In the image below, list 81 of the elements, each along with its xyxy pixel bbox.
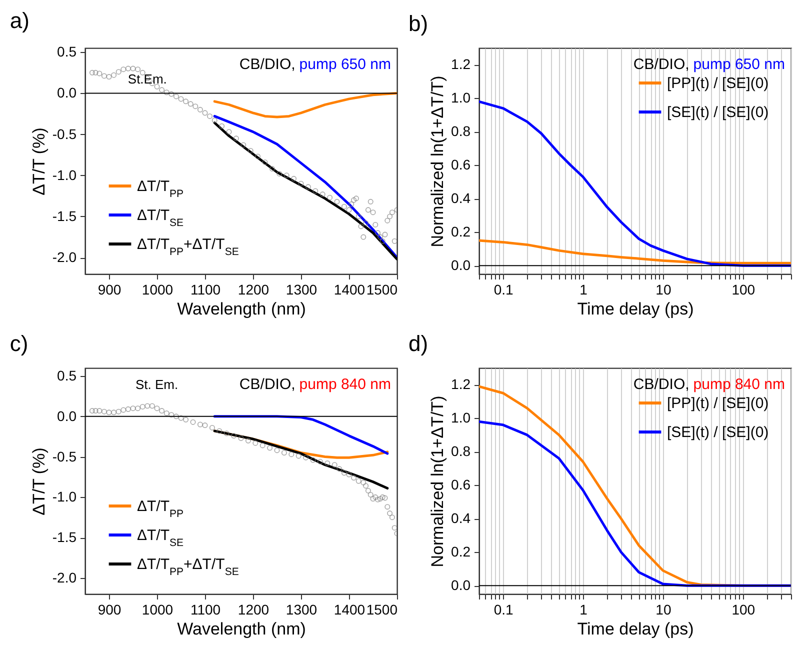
- chart-title: d): [408, 331, 428, 356]
- y-tick-label: 0.2: [451, 544, 471, 560]
- annotation: pump 650 nm: [299, 56, 391, 73]
- legend-label: ΔT/T$_{PP}$+ΔT/T$_{SE}$: [137, 556, 239, 578]
- x-tick-label: 0.1: [494, 282, 514, 298]
- x-axis-title: Wavelength (nm): [177, 620, 306, 638]
- y-tick-label: -0.5: [52, 126, 77, 142]
- x-tick-label: 1200: [238, 602, 270, 618]
- legend-label: [PP](t) / [SE](0): [667, 395, 769, 412]
- y-tick-label: 0.6: [451, 156, 471, 173]
- x-tick-label: 1100: [190, 602, 221, 618]
- annotation: CB/DIO,: [633, 56, 690, 73]
- y-tick-label: 0.4: [451, 190, 471, 206]
- y-tick-label: 1.0: [451, 90, 471, 106]
- x-tick-label: 100: [732, 282, 756, 298]
- annotation: CB/DIO,: [239, 56, 296, 73]
- legend-label: ΔT/T$_{PP}$: [137, 178, 184, 200]
- chart-title: b): [408, 11, 428, 36]
- x-tick-label: 900: [98, 602, 122, 618]
- y-tick-label: -1.0: [52, 488, 77, 505]
- annotation: pump 650 nm: [693, 56, 785, 73]
- x-tick-label: 1300: [286, 602, 318, 618]
- x-tick-label: 1500: [366, 282, 398, 298]
- x-tick-label: 10: [656, 602, 672, 618]
- legend-label: [SE](t) / [SE](0): [667, 424, 769, 441]
- annotation: St. Em.: [135, 376, 178, 392]
- x-tick-label: 1: [580, 602, 588, 618]
- y-tick-label: -2.0: [52, 249, 77, 266]
- legend-label: ΔT/T$_{SE}$: [137, 527, 184, 549]
- x-tick-label: 1000: [142, 282, 174, 298]
- y-tick-label: 0.0: [57, 84, 77, 101]
- y-tick-label: -0.5: [52, 448, 77, 464]
- x-tick-label: 1200: [238, 282, 270, 298]
- y-tick-label: 1.2: [451, 376, 471, 392]
- x-tick-label: 1: [580, 282, 588, 298]
- x-tick-label: 10: [656, 282, 672, 298]
- y-axis-title: Normalized ln(1+ΔT/T): [428, 76, 448, 248]
- legend-label: ΔT/T$_{PP}$+ΔT/T$_{SE}$: [137, 236, 239, 258]
- annotation: St.Em.: [128, 72, 167, 87]
- legend-label: ΔT/T$_{SE}$: [137, 207, 184, 229]
- y-tick-label: -1.5: [52, 529, 77, 545]
- y-axis-title: ΔT/T (%): [29, 448, 48, 516]
- y-tick-label: 0.5: [57, 368, 77, 384]
- y-tick-label: 0.0: [57, 408, 77, 424]
- y-tick-label: 0.5: [57, 44, 77, 60]
- legend-label: ΔT/T$_{PP}$: [137, 498, 184, 520]
- y-tick-label: 0.8: [451, 443, 471, 460]
- x-tick-label: 1300: [286, 282, 318, 298]
- y-tick-label: 0.4: [451, 510, 471, 526]
- legend-label: [PP](t) / [SE](0): [667, 75, 769, 92]
- y-tick-label: -2.0: [52, 569, 77, 586]
- chart-title: c): [10, 331, 28, 356]
- x-tick-label: 1000: [142, 602, 174, 618]
- annotation: CB/DIO,: [239, 376, 296, 393]
- y-tick-label: -1.0: [52, 166, 77, 183]
- y-tick-label: 0.2: [451, 224, 471, 240]
- x-tick-label: 1400: [334, 602, 366, 618]
- annotation: pump 840 nm: [693, 376, 785, 393]
- chart-title: a): [10, 8, 30, 34]
- x-tick-label: 1100: [190, 282, 221, 298]
- x-tick-label: 100: [732, 602, 756, 618]
- x-axis-title: Wavelength (nm): [177, 300, 306, 318]
- y-axis-title: Normalized ln(1+ΔT/T): [428, 396, 448, 568]
- y-tick-label: 1.2: [451, 56, 471, 72]
- legend-label: [SE](t) / [SE](0): [667, 104, 769, 121]
- x-tick-label: 1400: [334, 282, 366, 298]
- x-axis-title: Time delay (ps): [577, 300, 694, 318]
- y-tick-label: 0.6: [451, 476, 471, 493]
- y-axis-title: ΔT/T (%): [29, 128, 48, 196]
- x-tick-label: 900: [98, 282, 122, 298]
- annotation: pump 840 nm: [299, 376, 391, 393]
- x-tick-label: 0.1: [494, 602, 514, 618]
- y-tick-label: 0.0: [451, 577, 471, 594]
- y-tick-label: 0.8: [451, 123, 471, 140]
- annotation: CB/DIO,: [633, 376, 690, 393]
- y-tick-label: 1.0: [451, 410, 471, 426]
- y-tick-label: -1.5: [52, 208, 77, 224]
- y-tick-label: 0.0: [451, 257, 471, 274]
- x-axis-title: Time delay (ps): [577, 620, 694, 638]
- x-tick-label: 1500: [366, 602, 398, 618]
- line-series: [213, 92, 397, 118]
